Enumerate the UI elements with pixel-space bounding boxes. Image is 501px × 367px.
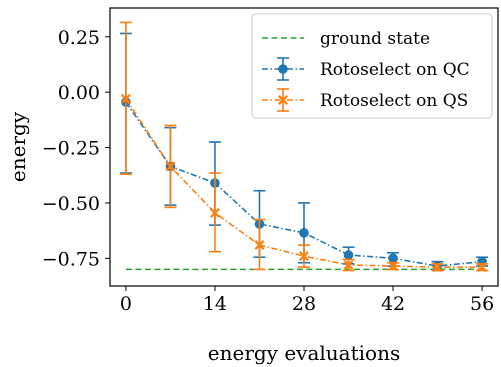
legend: ground state Rotoselect on QC Rotoselect o… (251, 13, 493, 119)
x-tick-label: 0 (120, 293, 132, 315)
y-tick-label: 0.00 (58, 82, 100, 104)
plot-area (119, 21, 489, 273)
x-tick-label: 14 (203, 293, 227, 315)
y-axis-label: energy (6, 111, 30, 182)
series-qs-point (299, 251, 309, 262)
series-qs-point (477, 262, 488, 273)
x-axis-label: energy evaluations (208, 341, 400, 365)
legend-box (251, 13, 493, 119)
y-tick-label: −0.75 (42, 248, 100, 270)
series-qc-point (343, 250, 354, 260)
legend-label-ground-state: ground state (320, 29, 430, 49)
series-qc-point (388, 253, 398, 264)
series-qs (119, 21, 489, 273)
series-qs-point (254, 240, 265, 250)
legend-qc-label: Rotoselect on QC (320, 60, 470, 80)
series-qc-point (299, 228, 309, 238)
axis-ticks: 0 14 28 42 56 0.25 0.00 −0.25 −0.50 −0.75 (42, 27, 494, 315)
series-qs-point (343, 259, 354, 270)
y-tick-label: 0.25 (58, 27, 100, 49)
series-qs-point (209, 207, 220, 218)
series-qs-point (165, 161, 176, 172)
series-qs-point (388, 261, 399, 272)
legend-qs-label: Rotoselect on QS (320, 91, 468, 111)
series-qs-point (120, 93, 131, 104)
x-tick-label: 42 (381, 293, 405, 315)
y-tick-label: −0.25 (42, 138, 100, 160)
legend-qs-point (278, 95, 288, 105)
y-tick-label: −0.50 (42, 193, 100, 215)
x-tick-label: 28 (292, 293, 316, 315)
x-tick-label: 56 (470, 293, 494, 315)
series-qs-point (432, 262, 443, 273)
legend-qc-point (278, 64, 288, 74)
